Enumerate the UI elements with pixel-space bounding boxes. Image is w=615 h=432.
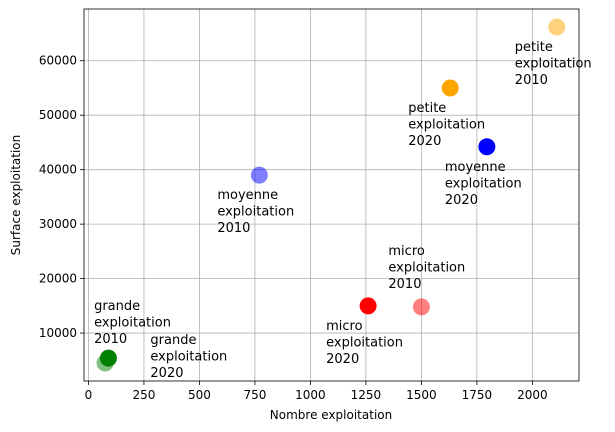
- point-annotation: moyenne exploitation 2020: [445, 160, 522, 208]
- annotation-line: exploitation: [217, 205, 294, 220]
- data-point: [478, 138, 496, 156]
- annotation-line: 2020: [408, 134, 441, 149]
- annotation-line: exploitation: [94, 316, 171, 331]
- point-annotation: moyenne exploitation 2010: [217, 188, 294, 236]
- annotation-line: petite: [515, 40, 553, 55]
- data-point: [548, 18, 566, 36]
- annotation-line: exploitation: [445, 176, 522, 191]
- x-axis-ticks: 0 250 500 750 1000 1250 1500 1750 2000: [85, 381, 548, 402]
- x-tick-label: 1750: [462, 388, 493, 402]
- x-tick-label: 1000: [295, 388, 326, 402]
- point-annotation: petite exploitation 2010: [515, 40, 592, 88]
- point-annotation: petite exploitation 2020: [408, 101, 485, 149]
- annotation-line: micro: [326, 319, 362, 334]
- y-tick-label: 50000: [39, 108, 77, 122]
- y-axis-ticks: 10000 20000 30000 40000 50000 60000: [39, 54, 84, 340]
- annotation-line: exploitation: [408, 117, 485, 132]
- data-point: [412, 298, 430, 316]
- data-point: [96, 354, 114, 372]
- y-tick-label: 10000: [39, 326, 77, 340]
- annotation-line: moyenne: [217, 188, 278, 203]
- annotation-line: moyenne: [445, 160, 506, 175]
- annotation-line: petite: [408, 101, 446, 116]
- grid: [84, 9, 579, 381]
- annotation-line: exploitation: [150, 350, 227, 365]
- annotation-line: 2020: [326, 352, 359, 367]
- annotation-line: exploitation: [515, 56, 592, 71]
- annotation-line: 2020: [150, 366, 183, 381]
- data-point: [359, 297, 377, 315]
- x-tick-label: 500: [188, 388, 211, 402]
- annotation-line: 2010: [515, 73, 548, 88]
- y-tick-label: 40000: [39, 163, 77, 177]
- annotation-line: exploitation: [326, 335, 403, 350]
- data-point: [250, 166, 268, 184]
- point-annotation: grande exploitation 2020: [150, 333, 227, 381]
- point-annotation: micro exploitation 2010: [388, 244, 465, 292]
- y-axis-label: Surface exploitation: [9, 135, 23, 255]
- annotation-line: grande: [94, 299, 140, 314]
- data-points: [96, 18, 566, 372]
- x-axis-label: Nombre exploitation: [270, 408, 392, 422]
- point-annotation: grande exploitation 2010: [94, 299, 171, 347]
- annotation-line: 2010: [94, 332, 127, 347]
- x-tick-label: 1250: [351, 388, 382, 402]
- x-tick-label: 1500: [406, 388, 437, 402]
- y-tick-label: 30000: [39, 217, 77, 231]
- y-tick-label: 20000: [39, 272, 77, 286]
- annotation-line: 2010: [388, 277, 421, 292]
- data-point: [441, 79, 459, 97]
- point-annotation: micro exploitation 2020: [326, 319, 403, 367]
- x-tick-label: 250: [132, 388, 155, 402]
- x-tick-label: 750: [243, 388, 266, 402]
- annotation-line: 2020: [445, 193, 478, 208]
- plot-frame: [83, 8, 580, 382]
- annotation-line: grande: [150, 333, 196, 348]
- x-tick-label: 0: [85, 388, 93, 402]
- y-tick-label: 60000: [39, 54, 77, 68]
- x-tick-label: 2000: [517, 388, 548, 402]
- annotation-line: 2010: [217, 221, 250, 236]
- annotation-line: micro: [388, 244, 424, 259]
- annotation-line: exploitation: [388, 260, 465, 275]
